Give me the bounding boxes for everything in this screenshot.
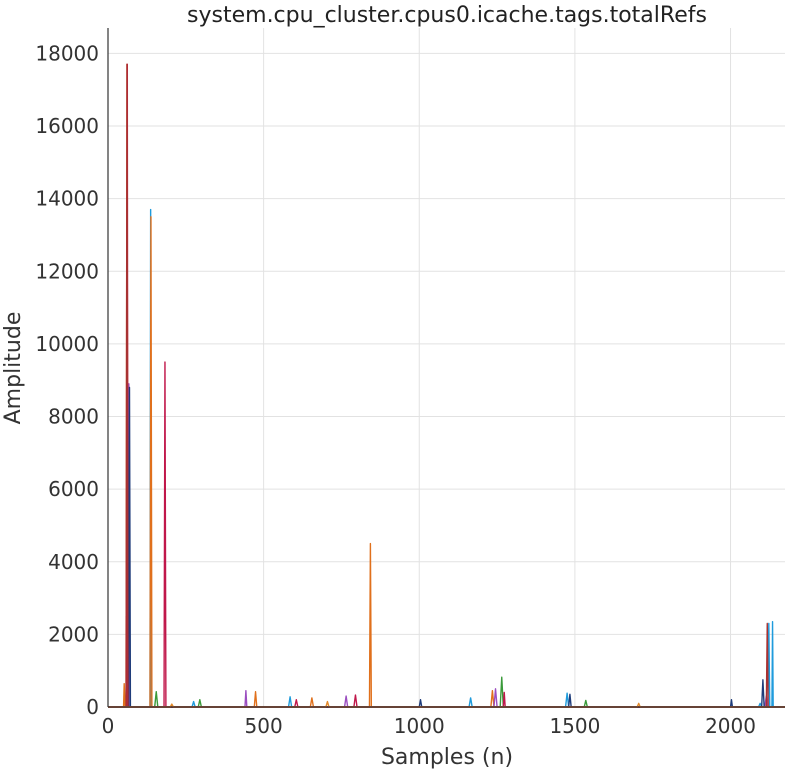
x-tick-label: 2000 xyxy=(705,714,756,738)
y-tick-label: 6000 xyxy=(48,477,99,501)
y-axis-title: Amplitude xyxy=(1,312,26,425)
series-line-2 xyxy=(108,63,785,708)
y-tick-label: 4000 xyxy=(48,550,99,574)
y-tick-label: 0 xyxy=(86,695,99,719)
y-tick-label: 12000 xyxy=(35,259,99,283)
series-line-1 xyxy=(108,208,785,708)
series-line-7 xyxy=(108,63,785,708)
y-tick-label: 2000 xyxy=(48,622,99,646)
y-tick-label: 8000 xyxy=(48,405,99,429)
series-line-5 xyxy=(108,386,785,708)
y-tick-label: 14000 xyxy=(35,187,99,211)
series-line-8 xyxy=(108,700,785,708)
y-tick-labels: 0 2000 4000 6000 8000 10000 12000 14000 16000 180… xyxy=(35,41,99,719)
series-line-3 xyxy=(108,676,785,708)
x-tick-label: 0 xyxy=(102,714,115,738)
y-tick-label: 18000 xyxy=(35,41,99,65)
x-tick-label: 500 xyxy=(245,714,283,738)
x-tick-label: 1000 xyxy=(394,714,445,738)
axes xyxy=(107,28,785,708)
plot-area xyxy=(108,63,785,708)
x-tick-label: 1500 xyxy=(549,714,600,738)
series-line-6 xyxy=(108,63,785,708)
grid xyxy=(107,28,785,708)
chart-title: system.cpu_cluster.cpus0.icache.tags.tot… xyxy=(187,3,707,28)
series-line-4 xyxy=(108,383,785,708)
x-axis-title: Samples (n) xyxy=(381,745,513,770)
y-tick-label: 10000 xyxy=(35,332,99,356)
y-tick-label: 16000 xyxy=(35,114,99,138)
x-tick-labels: 0 500 1000 1500 2000 xyxy=(102,714,756,738)
